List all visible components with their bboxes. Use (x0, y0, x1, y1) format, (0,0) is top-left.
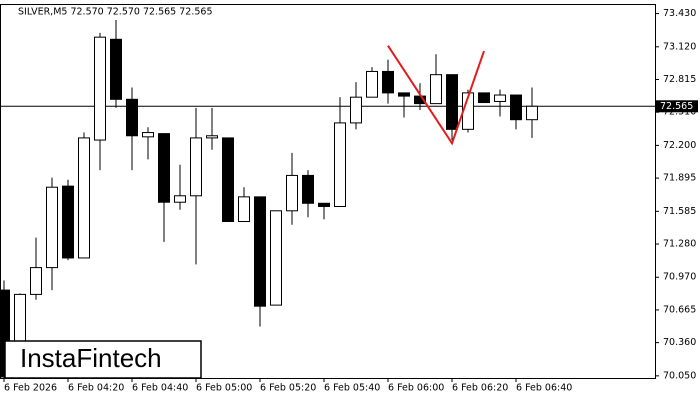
y-tick-label: 70.665 (663, 304, 696, 315)
x-tick-label: 6 Feb 05:20 (260, 383, 316, 394)
current-price-label: 72.565 (660, 101, 693, 112)
y-tick-label: 70.360 (663, 337, 696, 348)
x-tick-label: 6 Feb 04:20 (68, 383, 124, 394)
candle-body (110, 38, 122, 100)
candle-body (366, 70, 378, 98)
candle-body (478, 92, 490, 104)
pattern-line (387, 45, 485, 146)
candle-body (62, 185, 74, 259)
candle-body (334, 122, 346, 208)
candle-body (318, 202, 330, 208)
candle-body (126, 98, 138, 137)
candle-body (30, 267, 42, 295)
brand-box (4, 340, 202, 379)
x-tick-label: 6 Feb 06:00 (388, 383, 444, 394)
candle-body (446, 74, 458, 130)
candle-body (206, 135, 218, 139)
y-tick-label: 70.050 (663, 370, 696, 381)
candle-body (222, 137, 234, 223)
candle-body (158, 133, 170, 203)
candle-body (286, 174, 298, 212)
chart-title: SILVER,M5 72.570 72.570 72.565 72.565 (18, 7, 213, 18)
x-tick-label: 6 Feb 05:00 (196, 383, 252, 394)
candle-body (398, 92, 410, 97)
plot-frame (0, 4, 656, 379)
y-tick-label: 73.120 (663, 41, 696, 52)
candle-body (174, 195, 186, 203)
candle-body (350, 96, 362, 124)
brand-logo: InstaFintech (20, 343, 162, 373)
candle-body (526, 105, 538, 121)
candle-body (1, 289, 10, 378)
candle-body (238, 196, 250, 223)
x-tick-label: 6 Feb 04:40 (132, 383, 188, 394)
candle-body (78, 137, 90, 259)
candle-body (94, 36, 106, 141)
current-price-badge (656, 100, 698, 113)
candle-body (190, 137, 202, 197)
candle-body (430, 74, 442, 105)
candle-body (494, 94, 506, 102)
candle-body (46, 186, 58, 269)
y-tick-label: 70.970 (663, 272, 696, 283)
x-tick-label: 6 Feb 2026 (4, 383, 57, 394)
plot-area (1, 20, 655, 378)
candle-body (302, 174, 314, 204)
candle-body (382, 70, 394, 94)
x-tick-label: 6 Feb 06:40 (516, 383, 572, 394)
y-tick-label: 71.280 (663, 239, 696, 250)
candle-body (254, 196, 266, 307)
candle-body (142, 132, 154, 138)
y-tick-label: 72.200 (663, 140, 696, 151)
y-tick-label: 71.585 (663, 206, 696, 217)
y-tick-label: 71.895 (663, 173, 696, 184)
candle-body (270, 210, 282, 306)
x-tick-label: 6 Feb 05:40 (324, 383, 380, 394)
x-tick-label: 6 Feb 06:20 (452, 383, 508, 394)
candle-body (510, 94, 522, 121)
y-tick-label: 73.430 (663, 8, 696, 19)
y-tick-label: 72.815 (663, 74, 696, 85)
